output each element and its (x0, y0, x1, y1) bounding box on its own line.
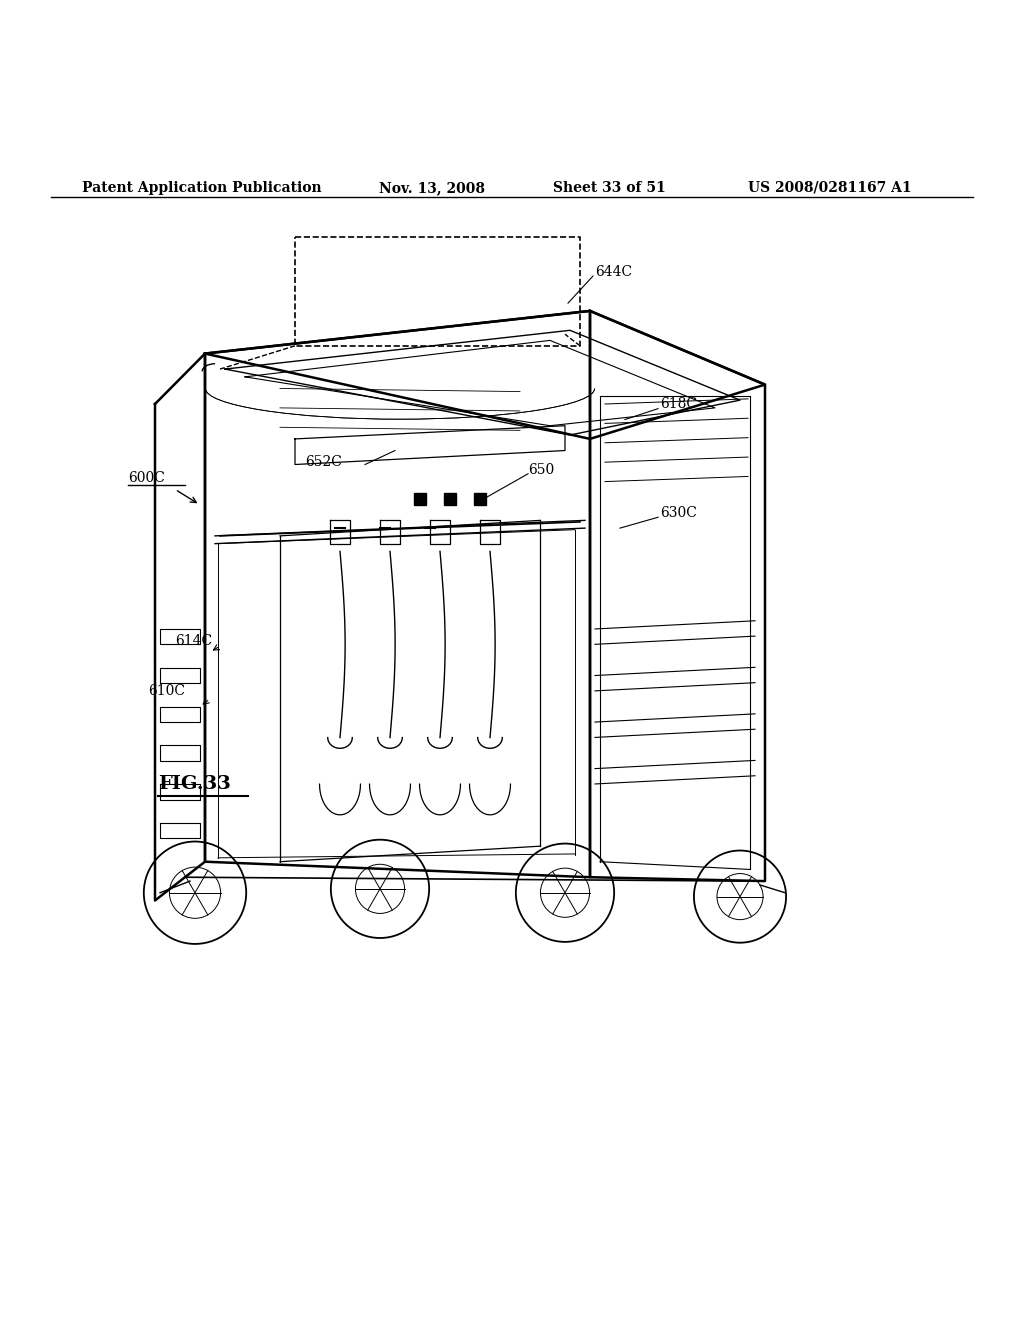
Text: Patent Application Publication: Patent Application Publication (82, 181, 322, 195)
Text: 652C: 652C (305, 455, 342, 469)
Text: 650: 650 (528, 463, 554, 477)
Text: Sheet 33 of 51: Sheet 33 of 51 (553, 181, 666, 195)
Text: FIG.33: FIG.33 (158, 775, 230, 793)
Text: US 2008/0281167 A1: US 2008/0281167 A1 (748, 181, 911, 195)
Text: 614C: 614C (175, 634, 212, 648)
Bar (443, 492, 456, 504)
Text: 630C: 630C (660, 506, 697, 520)
Text: 618C: 618C (660, 397, 697, 411)
Text: 600C: 600C (128, 471, 165, 484)
Bar (474, 492, 486, 504)
Text: 610C: 610C (148, 684, 185, 698)
Bar (414, 492, 426, 504)
Text: Nov. 13, 2008: Nov. 13, 2008 (379, 181, 485, 195)
Text: 644C: 644C (595, 265, 632, 279)
